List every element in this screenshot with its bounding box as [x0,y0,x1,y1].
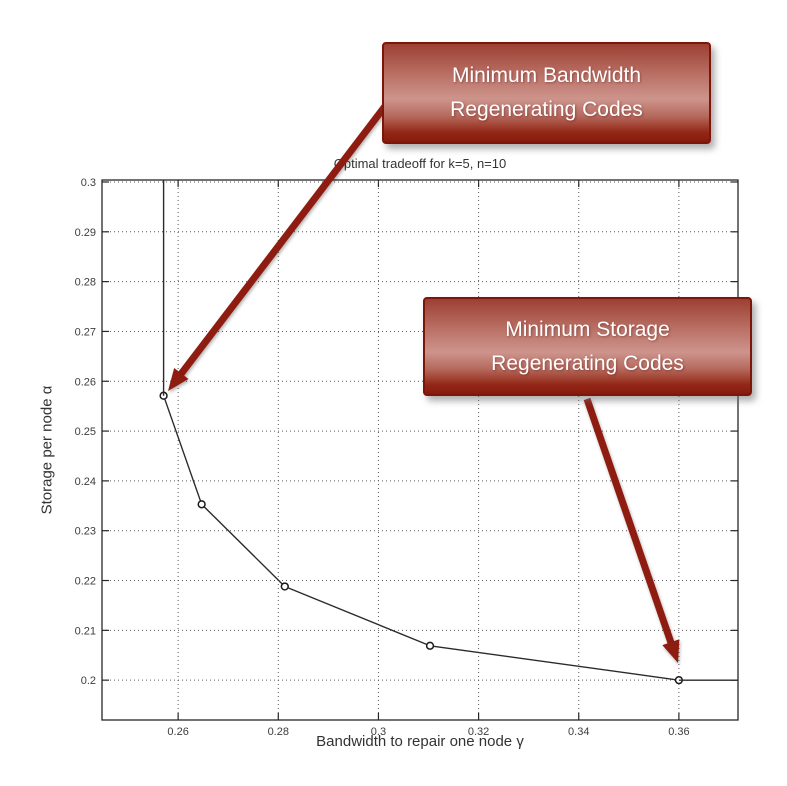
y-tick-label: 0.23 [75,526,96,538]
y-tick-label: 0.3 [81,177,96,189]
x-tick-label: 0.34 [568,726,589,738]
y-tick-label: 0.26 [75,376,96,388]
y-tick-label: 0.27 [75,326,96,338]
callout-mbr-line1: Minimum Bandwidth [451,64,642,87]
annotation-arrow-msr [583,397,675,646]
callout-msr-box: Minimum Storage Regenerating Codes [423,297,752,396]
y-tick-label: 0.25 [75,426,96,438]
annotation-arrowhead-mbr [168,368,189,391]
y-tick-label: 0.21 [75,625,96,637]
y-tick-label: 0.28 [75,277,96,289]
callout-msr-line1: Minimum Storage [505,317,670,341]
y-tick-label: 0.24 [75,476,96,488]
x-axis-label: Bandwidth to repair one node γ [316,733,524,750]
x-tick-label: 0.26 [167,726,188,738]
data-point-marker [425,641,435,650]
x-tick-label: 0.28 [268,726,289,738]
x-tick-label: 0.32 [468,726,489,738]
data-point-marker [280,582,289,591]
y-tick-label: 0.2 [81,675,96,687]
y-tick-label: 0.29 [75,227,96,239]
annotation-arrowhead-msr [662,639,680,663]
callout-mbr-box: Minimum Bandwidth Regenerating Codes [382,42,711,144]
y-tick-label: 0.22 [75,576,96,588]
x-tick-label: 0.36 [668,726,689,738]
chart-title: Optimal tradeoff for k=5, n=10 [333,156,507,171]
data-point-marker [197,500,206,509]
callout-msr-line2: Regenerating Codes [491,351,684,375]
x-tick-label: 0.3 [371,726,386,738]
annotation-arrow-mbr [177,98,392,378]
plot-border [101,179,739,721]
callout-mbr-line2: Regenerating Codes [450,98,643,121]
